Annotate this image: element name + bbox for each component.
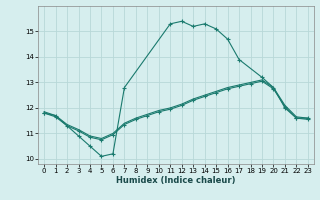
X-axis label: Humidex (Indice chaleur): Humidex (Indice chaleur) xyxy=(116,176,236,185)
